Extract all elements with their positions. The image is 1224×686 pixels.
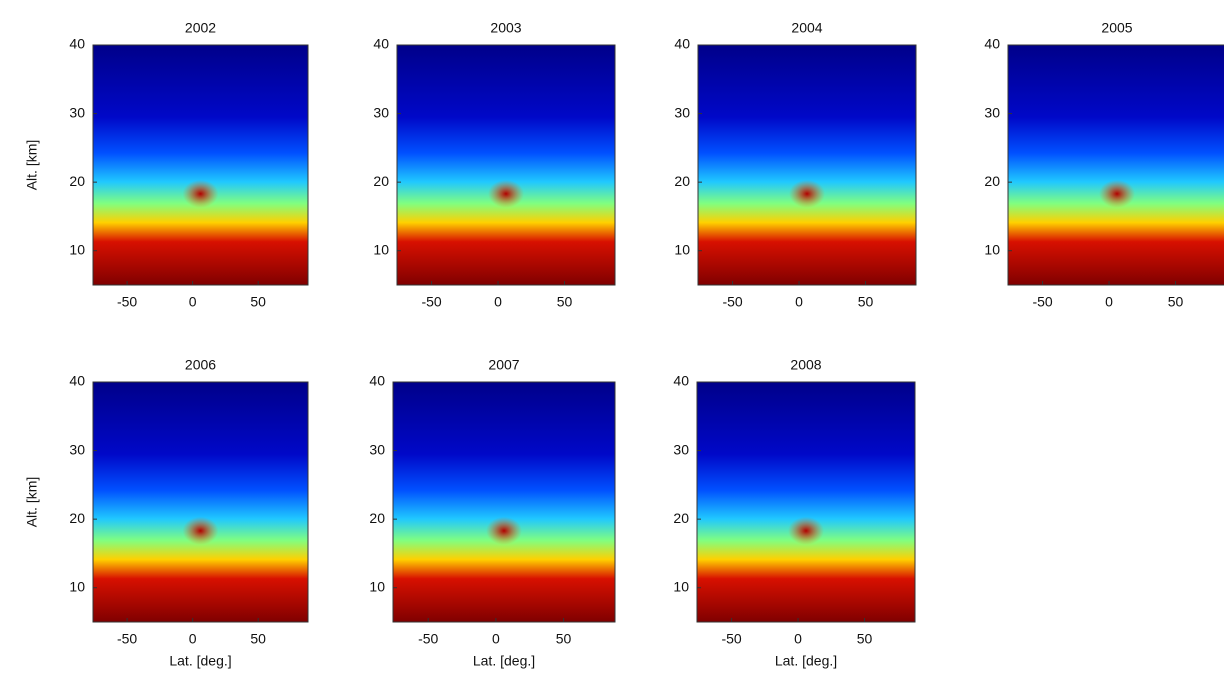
x-tick-label: 50 [250, 294, 266, 310]
y-tick-label: 20 [373, 173, 389, 189]
y-axis-label: Alt. [km] [24, 140, 40, 191]
x-tick-label: -50 [418, 631, 438, 647]
panel: -50 0 50 10 20 30 40 2004 [674, 20, 917, 310]
x-tick-label: -50 [721, 631, 741, 647]
y-tick-label: 10 [373, 241, 389, 257]
y-tick-label: 40 [984, 36, 1000, 52]
axes-box [396, 44, 616, 286]
panel: -50 0 50 10 20 30 40 2002 Alt. [km] [24, 20, 309, 310]
axes-box [1007, 44, 1224, 286]
heatmap-field [93, 382, 308, 622]
x-tick-label: 0 [189, 631, 197, 647]
x-tick-label: 50 [858, 294, 874, 310]
x-tick-label: 0 [1105, 294, 1113, 310]
y-tick-label: 30 [69, 441, 85, 457]
y-tick-label: 40 [69, 373, 85, 389]
x-tick-label: 50 [557, 294, 573, 310]
axes-box [696, 381, 916, 623]
x-axis-label: Lat. [deg.] [775, 653, 837, 669]
heatmap-feature [488, 179, 524, 208]
x-axis-label: Lat. [deg.] [473, 653, 535, 669]
panel-title: 2008 [790, 357, 821, 373]
y-tick-label: 10 [69, 578, 85, 594]
x-tick-label: 0 [794, 631, 802, 647]
panel: -50 0 50 10 20 30 40 2005 [984, 20, 1224, 310]
x-tick-label: -50 [421, 294, 441, 310]
heatmap-field [93, 45, 308, 285]
heatmap-feature [486, 516, 522, 545]
y-tick-label: 40 [674, 36, 690, 52]
x-axis-label: Lat. [deg.] [169, 653, 231, 669]
panel-title: 2006 [185, 357, 216, 373]
y-axis-label: Alt. [km] [24, 477, 40, 528]
x-tick-label: -50 [117, 294, 137, 310]
y-tick-label: 40 [373, 36, 389, 52]
heatmap-field [393, 382, 615, 622]
y-tick-label: 30 [369, 441, 385, 457]
panel-title: 2003 [490, 20, 521, 36]
y-tick-label: 40 [369, 373, 385, 389]
y-tick-label: 30 [674, 104, 690, 120]
y-tick-label: 20 [69, 510, 85, 526]
y-tick-label: 10 [674, 241, 690, 257]
x-tick-label: 50 [556, 631, 572, 647]
y-tick-label: 20 [369, 510, 385, 526]
x-tick-label: 0 [494, 294, 502, 310]
x-tick-label: 0 [492, 631, 500, 647]
panel: -50 0 50 10 20 30 40 2007 Lat. [deg.] [369, 357, 616, 669]
y-tick-label: 20 [984, 173, 1000, 189]
y-tick-label: 40 [69, 36, 85, 52]
panel: -50 0 50 10 20 30 40 2008 Lat. [deg.] [673, 357, 916, 669]
heatmap-field [397, 45, 615, 285]
heatmap-field [698, 45, 916, 285]
x-tick-label: 0 [795, 294, 803, 310]
x-tick-label: 0 [189, 294, 197, 310]
heatmap-feature [1099, 179, 1135, 208]
y-tick-label: 20 [69, 173, 85, 189]
heatmap-feature [182, 516, 219, 545]
y-tick-label: 30 [373, 104, 389, 120]
y-tick-label: 30 [984, 104, 1000, 120]
y-tick-label: 30 [673, 441, 689, 457]
panel: -50 0 50 10 20 30 40 2003 [373, 20, 616, 310]
heatmap-feature [788, 516, 824, 545]
axes-box [92, 44, 309, 286]
x-tick-label: 50 [1168, 294, 1184, 310]
panel-title: 2004 [791, 20, 822, 36]
heatmap-field [697, 382, 915, 622]
x-tick-label: -50 [722, 294, 742, 310]
axes-box [697, 44, 917, 286]
x-tick-label: -50 [117, 631, 137, 647]
panel-title: 2002 [185, 20, 216, 36]
heatmap-feature [789, 179, 825, 208]
y-tick-label: 10 [69, 241, 85, 257]
x-tick-label: 50 [857, 631, 873, 647]
panel-title: 2007 [488, 357, 519, 373]
x-tick-label: 50 [250, 631, 266, 647]
y-tick-label: 10 [984, 241, 1000, 257]
y-tick-label: 10 [369, 578, 385, 594]
y-tick-label: 40 [673, 373, 689, 389]
x-tick-label: -50 [1032, 294, 1052, 310]
panel-title: 2005 [1101, 20, 1132, 36]
y-tick-label: 20 [673, 510, 689, 526]
y-tick-label: 20 [674, 173, 690, 189]
y-tick-label: 10 [673, 578, 689, 594]
axes-box [92, 381, 309, 623]
panel: -50 0 50 10 20 30 40 2006 Lat. [deg.] Alt. [km] [24, 357, 309, 669]
axes-box [392, 381, 616, 623]
y-tick-label: 30 [69, 104, 85, 120]
heatmap-field [1008, 45, 1224, 285]
heatmap-feature [182, 179, 219, 208]
